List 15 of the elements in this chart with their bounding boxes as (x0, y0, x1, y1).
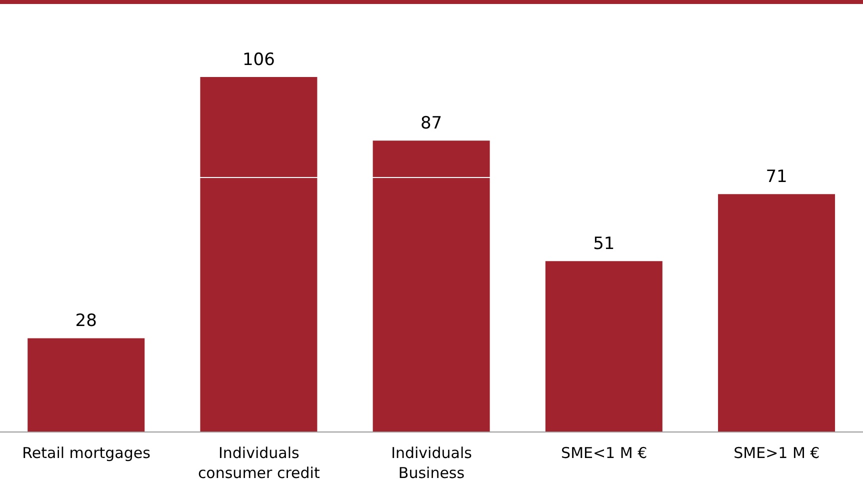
x-tick-label: Retail mortgages (22, 444, 151, 462)
x-tick-label: SME>1 M € (734, 444, 820, 462)
bar (28, 338, 145, 432)
bar (200, 76, 318, 432)
bar (372, 140, 490, 432)
x-tick-label: Individuals Business (391, 444, 472, 482)
data-label: 106 (242, 50, 275, 70)
x-tick-label: Individuals consumer credit (198, 444, 320, 482)
bar (718, 194, 836, 432)
x-tick-label: SME<1 M € (561, 444, 648, 462)
data-label: 51 (593, 234, 615, 254)
data-label: 71 (766, 167, 788, 188)
data-label: 28 (75, 311, 97, 332)
bar (545, 261, 662, 432)
data-label: 87 (420, 114, 442, 134)
